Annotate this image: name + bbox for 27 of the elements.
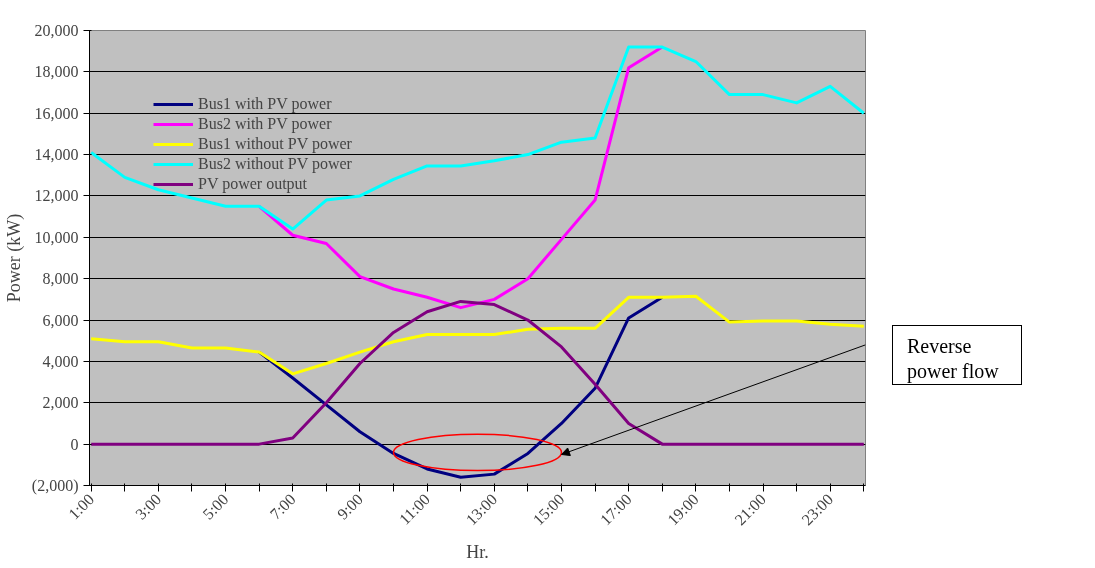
y-tick-label: 18,000	[34, 63, 79, 81]
legend-label: Bus2 with PV power	[198, 115, 332, 133]
y-tick-label: 4,000	[42, 352, 79, 370]
y-tick-label: 20,000	[34, 22, 79, 39]
legend-label: Bus1 with PV power	[198, 95, 332, 113]
y-tick-label: 10,000	[34, 228, 79, 246]
x-axis-title: Hr.	[466, 542, 489, 563]
y-axis-title: Power (kW)	[3, 213, 25, 303]
line-series	[89, 294, 866, 376]
legend-label: Bus1 without PV power	[198, 135, 352, 153]
y-tick-label: 8,000	[42, 270, 79, 288]
y-tick-label: 16,000	[34, 104, 79, 122]
legend-label: PV power output	[198, 175, 308, 193]
y-tick-label: (2,000)	[31, 477, 79, 495]
y-tick-label: 6,000	[42, 311, 79, 329]
line-series	[89, 299, 866, 446]
y-tick-label: 14,000	[34, 146, 79, 164]
text: Reverse power flow	[907, 334, 1000, 384]
x-tick-label: 7:00	[266, 490, 299, 523]
x-tick-label: 9:00	[333, 490, 366, 523]
x-tick-label: 3:00	[132, 490, 165, 523]
line-series	[89, 45, 866, 231]
x-tick-label: 5:00	[199, 490, 232, 523]
y-tick-label: 2,000	[42, 394, 79, 412]
y-tick-label: 0	[70, 435, 79, 453]
y-tick-label: 12,000	[34, 187, 79, 205]
legend-label: Bus2 without PV power	[198, 155, 352, 173]
